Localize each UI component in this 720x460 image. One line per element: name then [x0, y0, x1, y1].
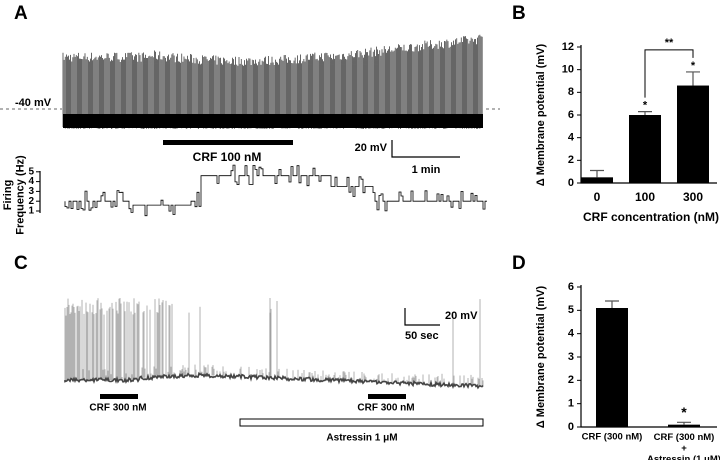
- bracket: [644, 49, 694, 98]
- voltage-trace: [64, 298, 484, 390]
- annotation: **: [665, 37, 674, 49]
- bar: [581, 177, 613, 183]
- bar: [668, 424, 700, 427]
- drug-bar: [368, 394, 406, 399]
- annotation: *: [691, 60, 696, 72]
- membrane-label: -40 mV: [15, 97, 52, 109]
- y-tick-label: 1: [568, 398, 574, 410]
- y-tick-label: 2: [28, 196, 34, 207]
- x-tick-label: CRF (300 nM) + Astressin (1 μM): [647, 432, 720, 460]
- scale-label: 50 sec: [405, 330, 439, 342]
- x-tick-label: CRF (300 nM): [582, 432, 643, 443]
- y-tick-label: 0: [568, 177, 574, 189]
- bar: [677, 85, 709, 183]
- panel-label: A: [14, 3, 28, 24]
- baseline: [64, 371, 484, 390]
- scale-bar: [404, 308, 440, 326]
- bar: [629, 115, 661, 183]
- spikes: [62, 34, 483, 129]
- y-tick-label: 5: [28, 166, 34, 177]
- frequency-trace: [64, 164, 487, 217]
- y-axis-label: Δ Membrane potential (mV): [535, 285, 547, 428]
- x-tick-label: 100: [635, 190, 655, 204]
- y-tick-label: 6: [568, 281, 574, 293]
- y-tick-label: 5: [568, 304, 574, 316]
- panel-label: D: [512, 253, 526, 274]
- bar: [596, 308, 628, 427]
- antagonist-bar: [239, 418, 484, 427]
- x-axis-label: CRF concentration (nM): [583, 210, 719, 224]
- scale-label: 1 min: [412, 164, 441, 176]
- error-bar: [677, 421, 691, 425]
- voltage-trace: [62, 34, 483, 129]
- y-tick-label: 12: [562, 41, 574, 53]
- error-bar: [605, 300, 619, 308]
- x-tick-label: 0: [594, 190, 601, 204]
- drug-label: CRF 300 nM: [89, 403, 146, 414]
- freq-axis-label: FiringFrequency (Hz): [2, 155, 27, 235]
- scale-label: 20 mV: [445, 310, 478, 322]
- error-bar: [686, 71, 700, 86]
- drug-label: CRF 300 nM: [357, 403, 414, 414]
- y-tick-label: 3: [568, 351, 574, 363]
- y-tick-label: 4: [568, 132, 575, 144]
- baseline: [63, 114, 483, 128]
- spikes: [64, 298, 484, 387]
- x-tick-label: 300: [683, 190, 703, 204]
- drug-bar: [163, 140, 293, 145]
- scale-label: 20 mV: [355, 142, 388, 154]
- annotation: *: [643, 100, 648, 112]
- error-bar: [590, 169, 604, 178]
- y-tick-label: 0: [568, 421, 574, 433]
- scale-bar: [391, 140, 460, 158]
- panel-label: B: [512, 3, 526, 24]
- y-tick-label: 3: [28, 186, 34, 197]
- annotation: *: [681, 404, 687, 420]
- y-tick-label: 4: [28, 176, 34, 187]
- y-tick-label: 8: [568, 86, 574, 98]
- y-tick-label: 6: [568, 109, 574, 121]
- antagonist-label: Astressin 1 μM: [326, 433, 397, 444]
- y-tick-label: 4: [568, 328, 575, 340]
- y-tick-label: 1: [28, 206, 34, 217]
- y-tick-label: 2: [568, 374, 574, 386]
- drug-label: CRF 100 nM: [193, 150, 262, 164]
- y-tick-label: 10: [562, 64, 574, 76]
- drug-bar: [100, 394, 138, 399]
- y-tick-label: 2: [568, 154, 574, 166]
- y-axis-label: Δ Membrane potential (mV): [535, 43, 547, 186]
- error-bar: [638, 111, 652, 115]
- panel-label: C: [14, 253, 28, 274]
